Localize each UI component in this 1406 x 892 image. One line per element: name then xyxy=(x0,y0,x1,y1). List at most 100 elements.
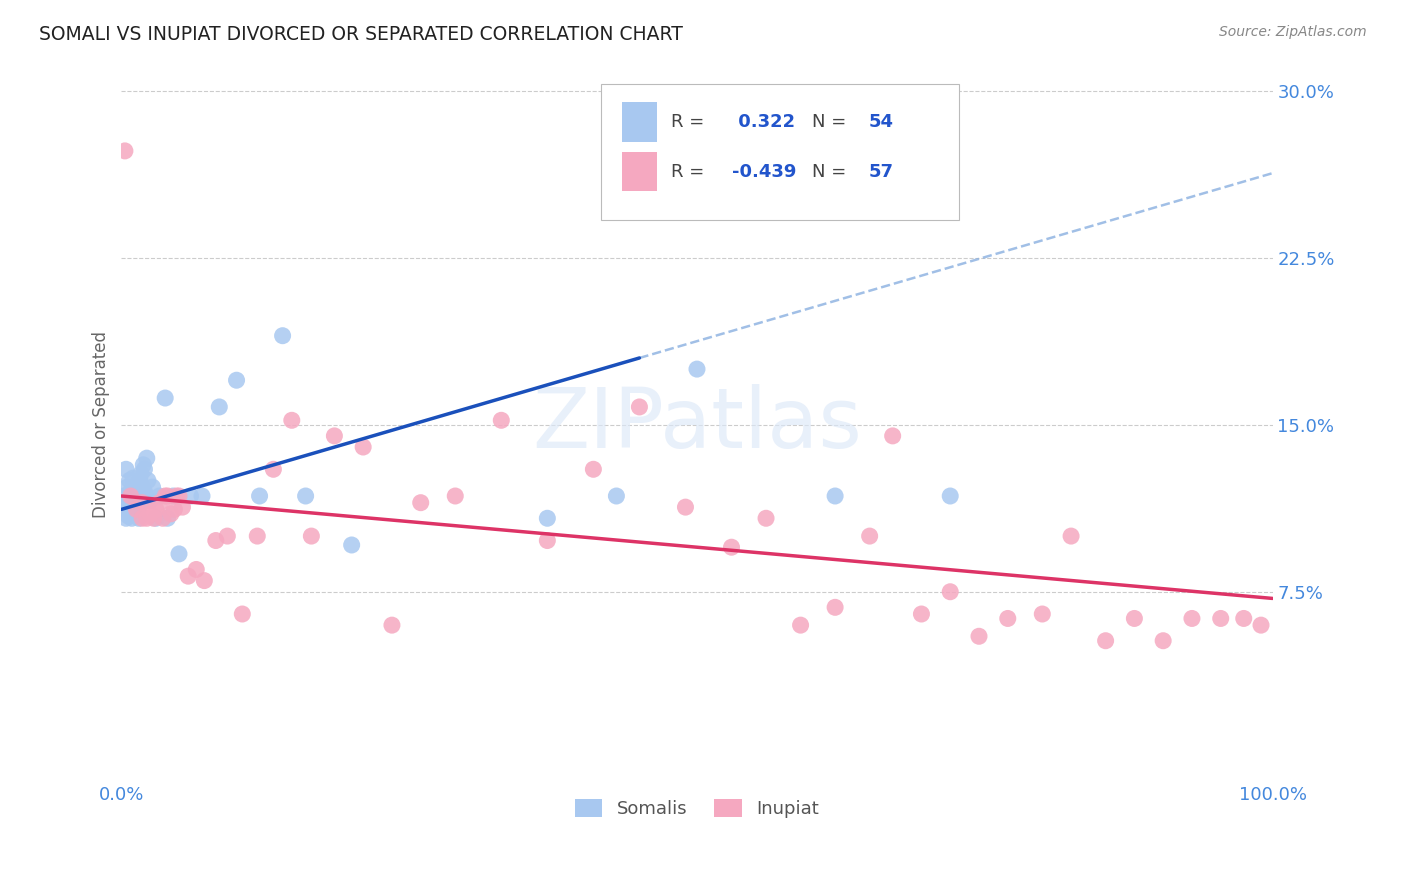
Point xyxy=(134,484,156,499)
Point xyxy=(789,618,811,632)
Point xyxy=(281,413,304,427)
Text: N =: N = xyxy=(813,113,846,131)
Point xyxy=(686,362,709,376)
Point xyxy=(193,574,215,588)
Point xyxy=(1031,607,1053,621)
Point xyxy=(131,480,153,494)
Y-axis label: Divorced or Separated: Divorced or Separated xyxy=(93,331,110,518)
Point xyxy=(246,529,269,543)
Point xyxy=(1250,618,1272,632)
Point xyxy=(121,496,143,510)
Point xyxy=(121,511,143,525)
Point xyxy=(491,413,513,427)
Point xyxy=(381,618,404,632)
Point xyxy=(125,502,148,516)
Point xyxy=(120,489,142,503)
Point xyxy=(128,511,150,525)
Point xyxy=(1209,611,1232,625)
Point xyxy=(605,489,627,503)
Text: N =: N = xyxy=(813,163,846,181)
Point xyxy=(115,511,138,525)
Point xyxy=(162,489,184,503)
Text: Source: ZipAtlas.com: Source: ZipAtlas.com xyxy=(1219,25,1367,39)
Point xyxy=(172,500,194,515)
Legend: Somalis, Inupiat: Somalis, Inupiat xyxy=(568,791,825,825)
Point xyxy=(122,489,145,503)
Point xyxy=(115,462,138,476)
Point xyxy=(117,509,139,524)
Point xyxy=(136,474,159,488)
Point xyxy=(160,507,183,521)
Point xyxy=(191,489,214,503)
Bar xyxy=(623,153,657,192)
Point xyxy=(231,607,253,621)
Point xyxy=(1123,611,1146,625)
Point xyxy=(352,440,374,454)
FancyBboxPatch shape xyxy=(602,84,959,220)
Point xyxy=(179,489,201,503)
Point xyxy=(536,533,558,548)
Point xyxy=(124,480,146,494)
Point xyxy=(536,511,558,525)
Point xyxy=(755,511,778,525)
Point xyxy=(112,489,135,503)
Point xyxy=(115,480,138,494)
Point xyxy=(125,484,148,499)
Point xyxy=(142,511,165,525)
Point xyxy=(156,489,179,503)
Point xyxy=(299,529,322,543)
Point xyxy=(628,400,651,414)
Point xyxy=(167,489,190,503)
Point xyxy=(1152,633,1174,648)
Point xyxy=(323,429,346,443)
Bar xyxy=(623,103,657,142)
Point xyxy=(127,489,149,503)
Point xyxy=(675,500,697,515)
Point xyxy=(156,511,179,525)
Point xyxy=(129,467,152,481)
Point xyxy=(124,489,146,503)
Point xyxy=(118,493,141,508)
Point xyxy=(939,584,962,599)
Point xyxy=(145,511,167,525)
Point xyxy=(167,547,190,561)
Point xyxy=(1094,633,1116,648)
Point xyxy=(122,498,145,512)
Point xyxy=(186,562,208,576)
Point xyxy=(217,529,239,543)
Point xyxy=(153,489,176,503)
Point xyxy=(205,533,228,548)
Point xyxy=(152,511,174,525)
Text: R =: R = xyxy=(671,113,704,131)
Point xyxy=(120,502,142,516)
Point xyxy=(1060,529,1083,543)
Point xyxy=(910,607,932,621)
Point xyxy=(139,493,162,508)
Point xyxy=(128,474,150,488)
Point xyxy=(1233,611,1256,625)
Point xyxy=(249,489,271,503)
Text: SOMALI VS INUPIAT DIVORCED OR SEPARATED CORRELATION CHART: SOMALI VS INUPIAT DIVORCED OR SEPARATED … xyxy=(39,25,683,44)
Point xyxy=(340,538,363,552)
Point xyxy=(115,496,138,510)
Point xyxy=(409,496,432,510)
Point xyxy=(114,502,136,516)
Text: 0.322: 0.322 xyxy=(731,113,794,131)
Point xyxy=(153,391,176,405)
Point xyxy=(163,502,186,516)
Point xyxy=(128,489,150,503)
Point xyxy=(125,502,148,516)
Point xyxy=(967,629,990,643)
Point xyxy=(444,489,467,503)
Point xyxy=(824,600,846,615)
Point xyxy=(131,496,153,510)
Text: -0.439: -0.439 xyxy=(731,163,796,181)
Text: 57: 57 xyxy=(869,163,893,181)
Point xyxy=(1181,611,1204,625)
Point xyxy=(134,462,156,476)
Point xyxy=(148,489,170,503)
Text: R =: R = xyxy=(671,163,704,181)
Point xyxy=(132,458,155,472)
Point xyxy=(271,328,294,343)
Point xyxy=(294,489,316,503)
